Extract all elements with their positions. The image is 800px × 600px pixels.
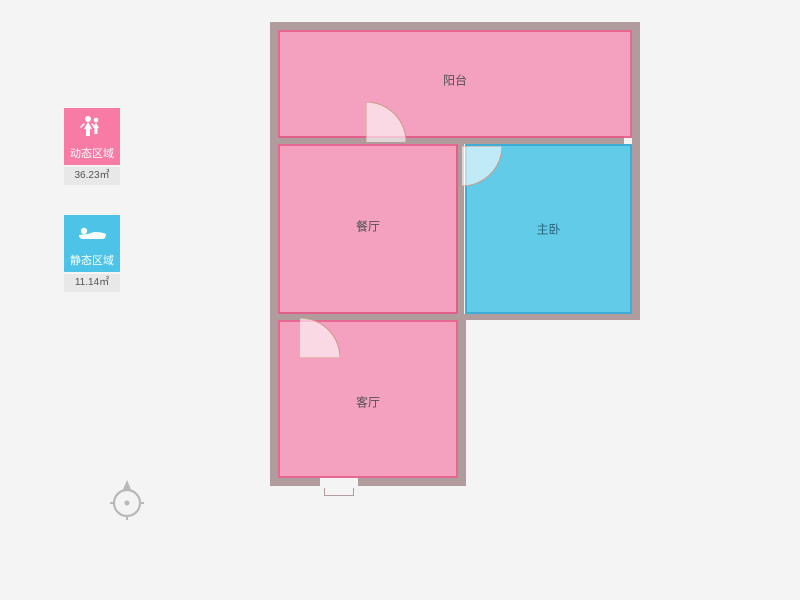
wall-step-v (458, 314, 466, 486)
room-balcony-label: 阳台 (443, 71, 467, 88)
wall-bottom (270, 478, 466, 486)
legend-dynamic: 动态区域 36.23㎡ (64, 108, 120, 185)
legend-static: 静态区域 11.14㎡ (64, 215, 120, 292)
legend-dynamic-value: 36.23㎡ (64, 167, 120, 185)
door-bedroom (462, 146, 502, 186)
room-balcony[interactable]: 阳台 (278, 30, 632, 138)
legend-dynamic-label: 动态区域 (64, 143, 120, 165)
wall-top (270, 22, 640, 30)
room-dining-label: 餐厅 (356, 217, 380, 234)
door-balcony (366, 102, 410, 146)
room-dining[interactable]: 餐厅 (278, 144, 458, 314)
compass-icon (110, 480, 144, 520)
wall-step-h (458, 314, 640, 320)
room-living-label: 客厅 (356, 394, 380, 411)
legend-static-label: 静态区域 (64, 250, 120, 272)
wall-left (270, 22, 278, 486)
people-icon (64, 108, 120, 143)
entrance (318, 478, 360, 486)
legend-static-value: 11.14㎡ (64, 274, 120, 292)
sleep-icon (64, 215, 120, 250)
legend-panel: 动态区域 36.23㎡ 静态区域 11.14㎡ (64, 108, 120, 322)
entrance-marker (324, 488, 354, 496)
door-living (300, 318, 340, 358)
wall-right-upper (632, 22, 640, 318)
room-bedroom-label: 主卧 (536, 221, 560, 238)
